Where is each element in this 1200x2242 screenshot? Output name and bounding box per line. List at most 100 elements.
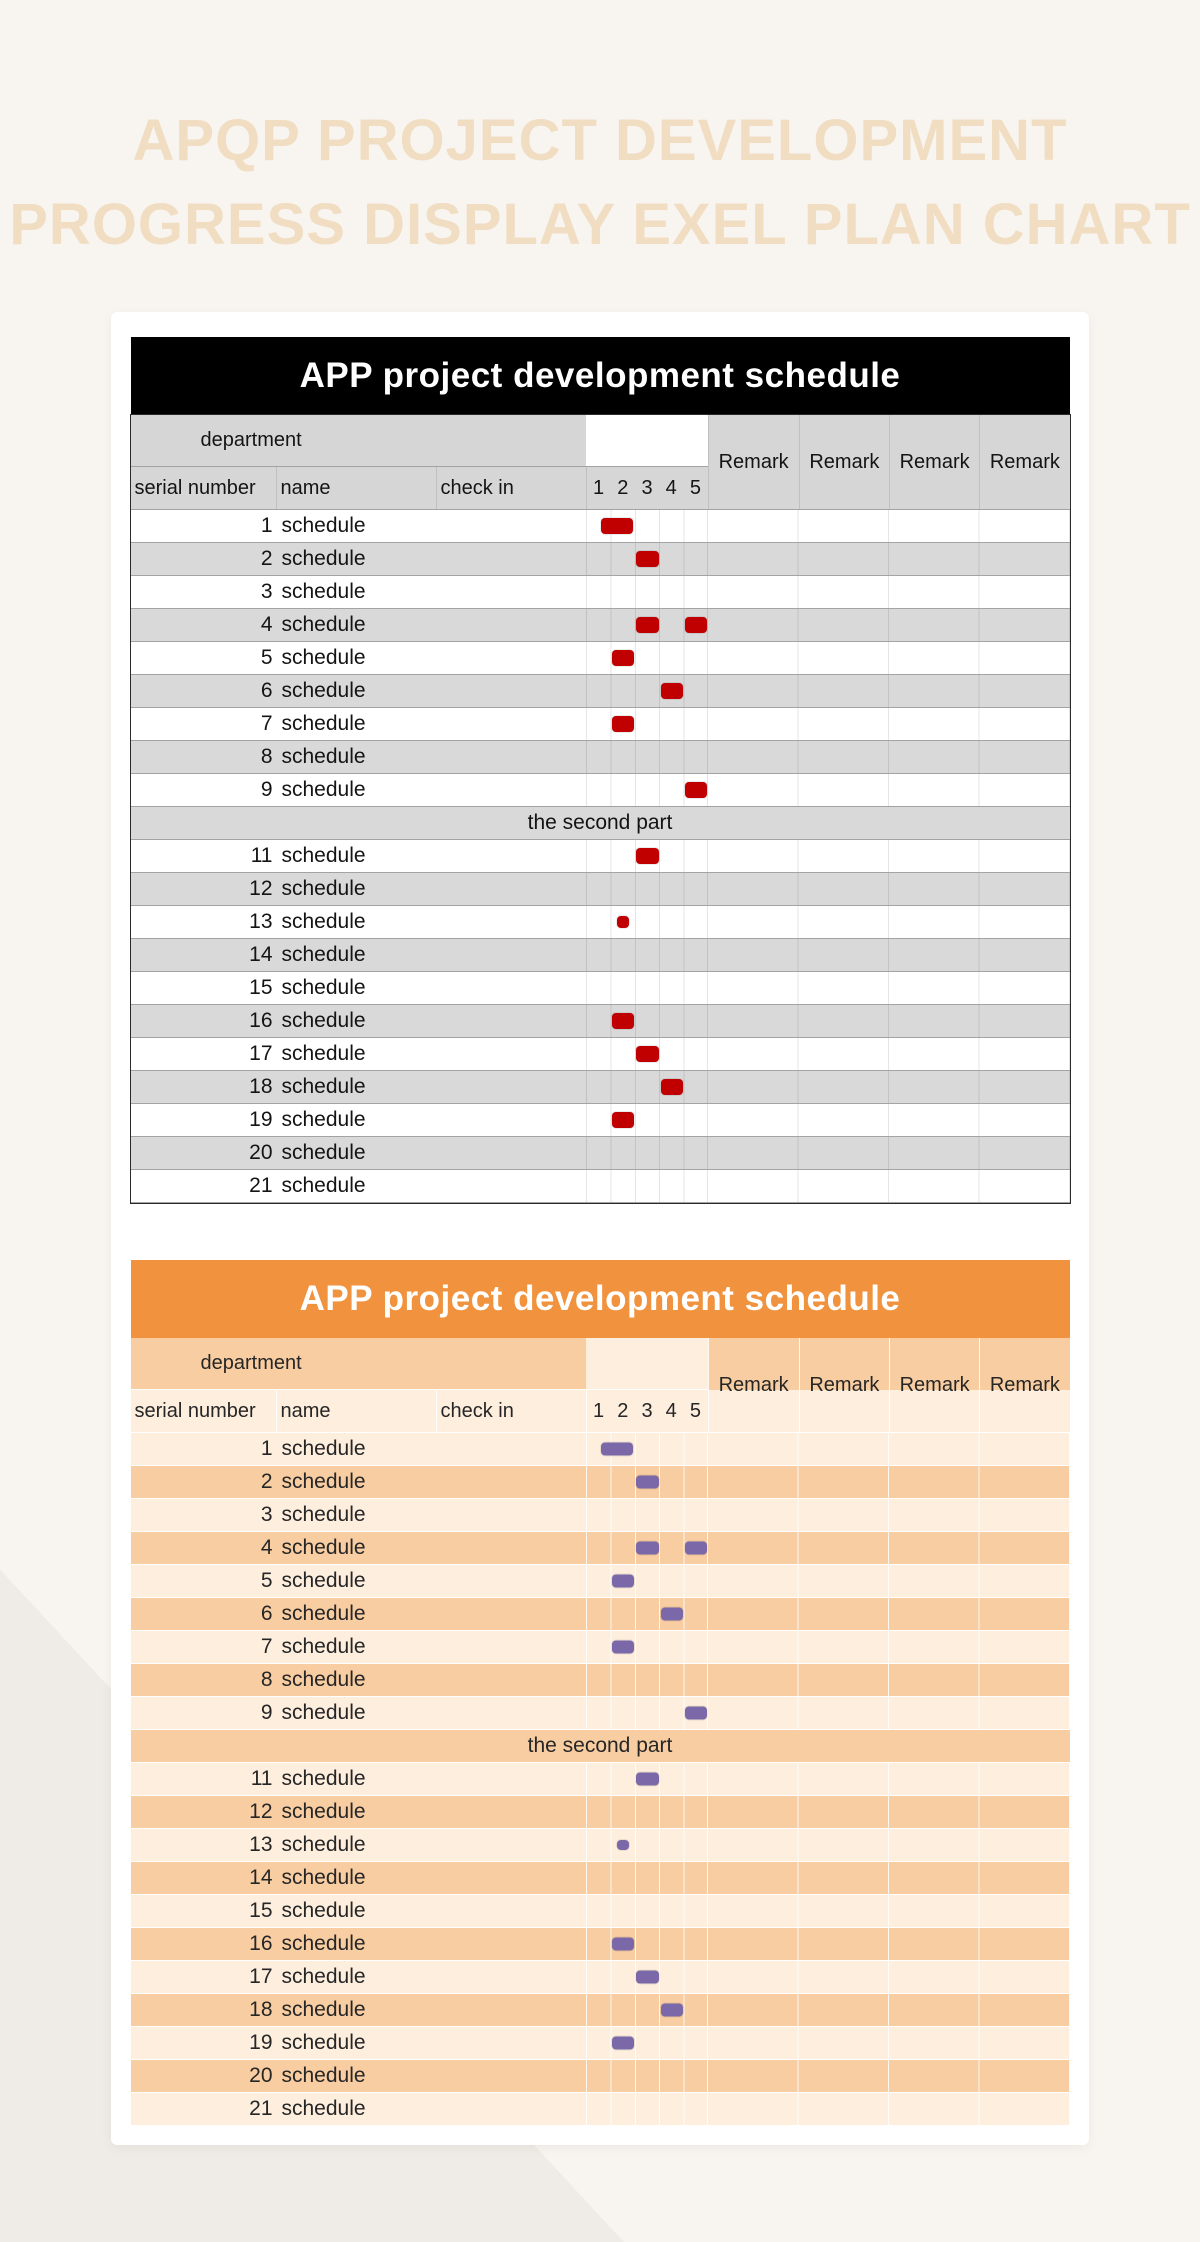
- row-serial: 5: [260, 646, 273, 669]
- gantt-bar: [636, 1475, 659, 1489]
- row-days: [585, 1005, 708, 1037]
- row-remarks: [707, 1994, 1070, 2026]
- schedule-row: 2 schedule: [130, 1466, 1070, 1499]
- row-name: schedule: [281, 1569, 366, 1592]
- row-serial: 14: [249, 943, 273, 966]
- row-checkin: [436, 1071, 586, 1103]
- row-remarks: [707, 2093, 1070, 2125]
- remark-header-cell: Remark: [718, 450, 789, 473]
- row-checkin: [436, 2093, 586, 2125]
- row-checkin: [436, 939, 586, 971]
- row-remarks: [707, 1862, 1070, 1894]
- row-serial: 17: [249, 1965, 273, 1988]
- row-checkin: [436, 1862, 586, 1894]
- row-name: schedule: [281, 1635, 366, 1658]
- schedule-row: 15 schedule: [130, 1895, 1070, 1928]
- gantt-bar: [616, 1840, 630, 1850]
- schedule-row: 4 schedule: [130, 1532, 1070, 1565]
- row-checkin: [436, 708, 586, 740]
- schedule-row: 19 schedule: [130, 2027, 1070, 2060]
- section-label: the second part: [527, 1734, 673, 1757]
- gantt-bar: [600, 1442, 634, 1456]
- row-checkin: [436, 1697, 586, 1729]
- row-serial: 8: [260, 1668, 273, 1691]
- remark-header-cell: Remark: [889, 415, 979, 509]
- row-checkin: [436, 774, 586, 806]
- row-checkin: [436, 609, 586, 641]
- row-days: [585, 1466, 708, 1498]
- gantt-bar: [611, 716, 635, 732]
- row-days: [585, 1862, 708, 1894]
- row-checkin: [436, 840, 586, 872]
- gantt-bar: [611, 1640, 635, 1654]
- row-serial: 1: [260, 1437, 273, 1460]
- row-checkin: [436, 1763, 586, 1795]
- row-name: schedule: [281, 1536, 366, 1559]
- schedule-row: 12 schedule: [130, 873, 1070, 906]
- row-serial: 4: [260, 613, 273, 636]
- row-days: [585, 1994, 708, 2026]
- row-days: [585, 1928, 708, 1960]
- row-serial: 20: [249, 1141, 273, 1164]
- row-remarks: [707, 1763, 1070, 1795]
- gantt-bar: [685, 1706, 708, 1720]
- schedule-row: 16 schedule: [130, 1005, 1070, 1038]
- row-serial: 8: [260, 745, 273, 768]
- row-serial: 1: [260, 514, 273, 537]
- row-name: schedule: [281, 1108, 366, 1131]
- row-remarks: [707, 1895, 1070, 1927]
- gantt-bar: [660, 1607, 684, 1621]
- schedule-row: 18 schedule: [130, 1071, 1070, 1104]
- row-checkin: [436, 1137, 586, 1169]
- remark-header-cell: Remark: [718, 1373, 789, 1396]
- row-checkin: [436, 1961, 586, 1993]
- page-title: APQP PROJECT DEVELOPMENT PROGRESS DISPLA…: [0, 99, 1200, 267]
- row-serial: 3: [260, 1503, 273, 1526]
- row-name: schedule: [281, 1998, 366, 2021]
- department-cell: department: [130, 415, 586, 467]
- row-remarks: [707, 939, 1070, 971]
- row-days: [585, 1829, 708, 1861]
- row-checkin: [436, 675, 586, 707]
- row-serial: 13: [249, 910, 273, 933]
- row-days: [585, 840, 708, 872]
- row-checkin: [436, 1796, 586, 1828]
- row-remarks: [707, 1005, 1070, 1037]
- day-number-cell: 5: [689, 1399, 701, 1422]
- gantt-bar: [636, 1772, 659, 1786]
- days-blank-cell: [585, 1338, 708, 1390]
- remark-header-cell: Remark: [889, 1338, 979, 1432]
- schedule-row: 16 schedule: [130, 1928, 1070, 1961]
- row-name: schedule: [281, 1009, 366, 1032]
- row-checkin: [436, 1598, 586, 1630]
- remark-header-group: Remark Remark Remark Remark: [707, 415, 1070, 509]
- row-remarks: [707, 873, 1070, 905]
- row-serial: 3: [260, 580, 273, 603]
- day-number-cell: 1: [593, 1399, 605, 1422]
- row-name: schedule: [281, 1174, 366, 1197]
- schedule-row: 14 schedule: [130, 939, 1070, 972]
- schedule-row: 6 schedule: [130, 1598, 1070, 1631]
- schedule-row: 7 schedule: [130, 1631, 1070, 1664]
- gantt-bar: [636, 848, 659, 864]
- serial-number-header: serial number: [134, 476, 256, 499]
- row-remarks: [707, 2027, 1070, 2059]
- row-days: [585, 510, 708, 542]
- day-number-cell: 1: [593, 476, 605, 499]
- schedule-row: 4 schedule: [130, 609, 1070, 642]
- row-remarks: [707, 906, 1070, 938]
- row-serial: 9: [260, 1701, 273, 1724]
- row-serial: 14: [249, 1866, 273, 1889]
- row-days: [585, 1433, 708, 1465]
- gantt-bar: [660, 683, 684, 699]
- schedule-row: 17 schedule: [130, 1961, 1070, 1994]
- row-checkin: [436, 576, 586, 608]
- schedule-row: 17 schedule: [130, 1038, 1070, 1071]
- gantt-bar: [636, 551, 659, 567]
- row-remarks: [707, 1631, 1070, 1663]
- row-remarks: [707, 1038, 1070, 1070]
- row-serial: 18: [249, 1998, 273, 2021]
- row-checkin: [436, 543, 586, 575]
- remark-header-cell: Remark: [798, 1338, 889, 1432]
- table-header: department Remark Remark Remark Remark serial…: [130, 415, 1070, 510]
